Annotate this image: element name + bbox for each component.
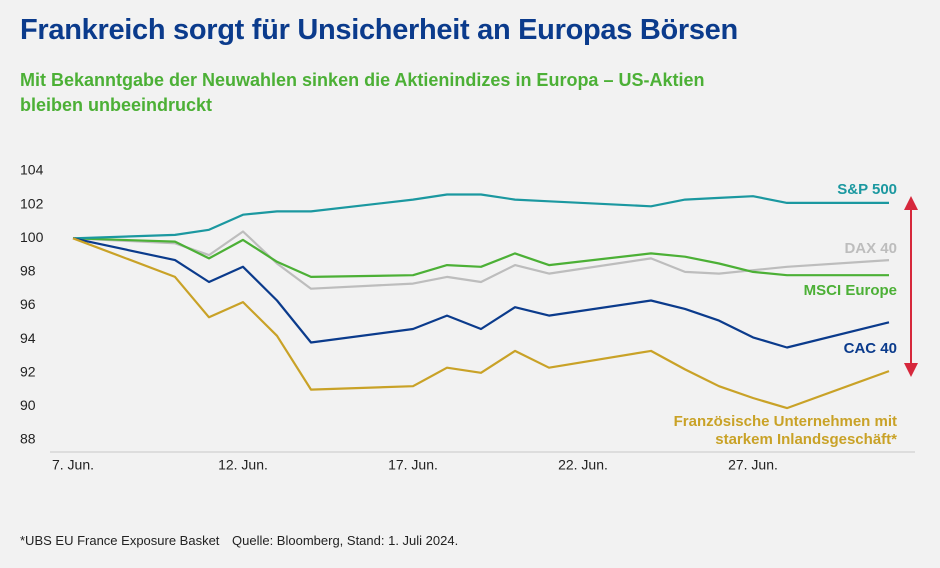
chart-subtitle: Mit Bekanntgabe der Neuwahlen sinken die…: [20, 70, 705, 115]
y-tick-label: 96: [20, 296, 36, 312]
series-line: [72, 237, 890, 410]
series-label: MSCI Europe: [803, 282, 897, 299]
y-tick-label: 94: [20, 330, 36, 346]
x-tick-label: 7. Jun.: [52, 457, 94, 473]
y-tick-label: 100: [20, 229, 44, 245]
y-tick-label: 90: [20, 397, 36, 413]
series-label: S&P 500: [837, 181, 897, 198]
x-tick-label: 27. Jun.: [728, 457, 778, 473]
y-tick-label: 88: [20, 431, 36, 447]
series-line: [72, 237, 889, 278]
series-line: [72, 230, 890, 290]
y-tick-label: 102: [20, 195, 44, 211]
x-tick-label: 12. Jun.: [218, 457, 268, 473]
y-tick-label: 92: [20, 363, 36, 379]
x-tick-label: 22. Jun.: [558, 457, 608, 473]
series-label: CAC 40: [843, 340, 897, 357]
series-label: DAX 40: [844, 240, 897, 257]
series-line: [72, 237, 890, 349]
x-tick-label: 17. Jun.: [388, 457, 438, 473]
footnote: *UBS EU France Exposure Basket: [20, 533, 220, 548]
chart-title: Frankreich sorgt für Unsicherheit an Eur…: [20, 14, 738, 46]
series-line: [72, 193, 889, 240]
source: Quelle: Bloomberg, Stand: 1. Juli 2024.: [232, 533, 459, 548]
y-tick-label: 98: [20, 263, 36, 279]
series-label: Französische Unternehmen mit starkem Inl…: [673, 413, 897, 448]
y-tick-label: 104: [20, 162, 44, 178]
